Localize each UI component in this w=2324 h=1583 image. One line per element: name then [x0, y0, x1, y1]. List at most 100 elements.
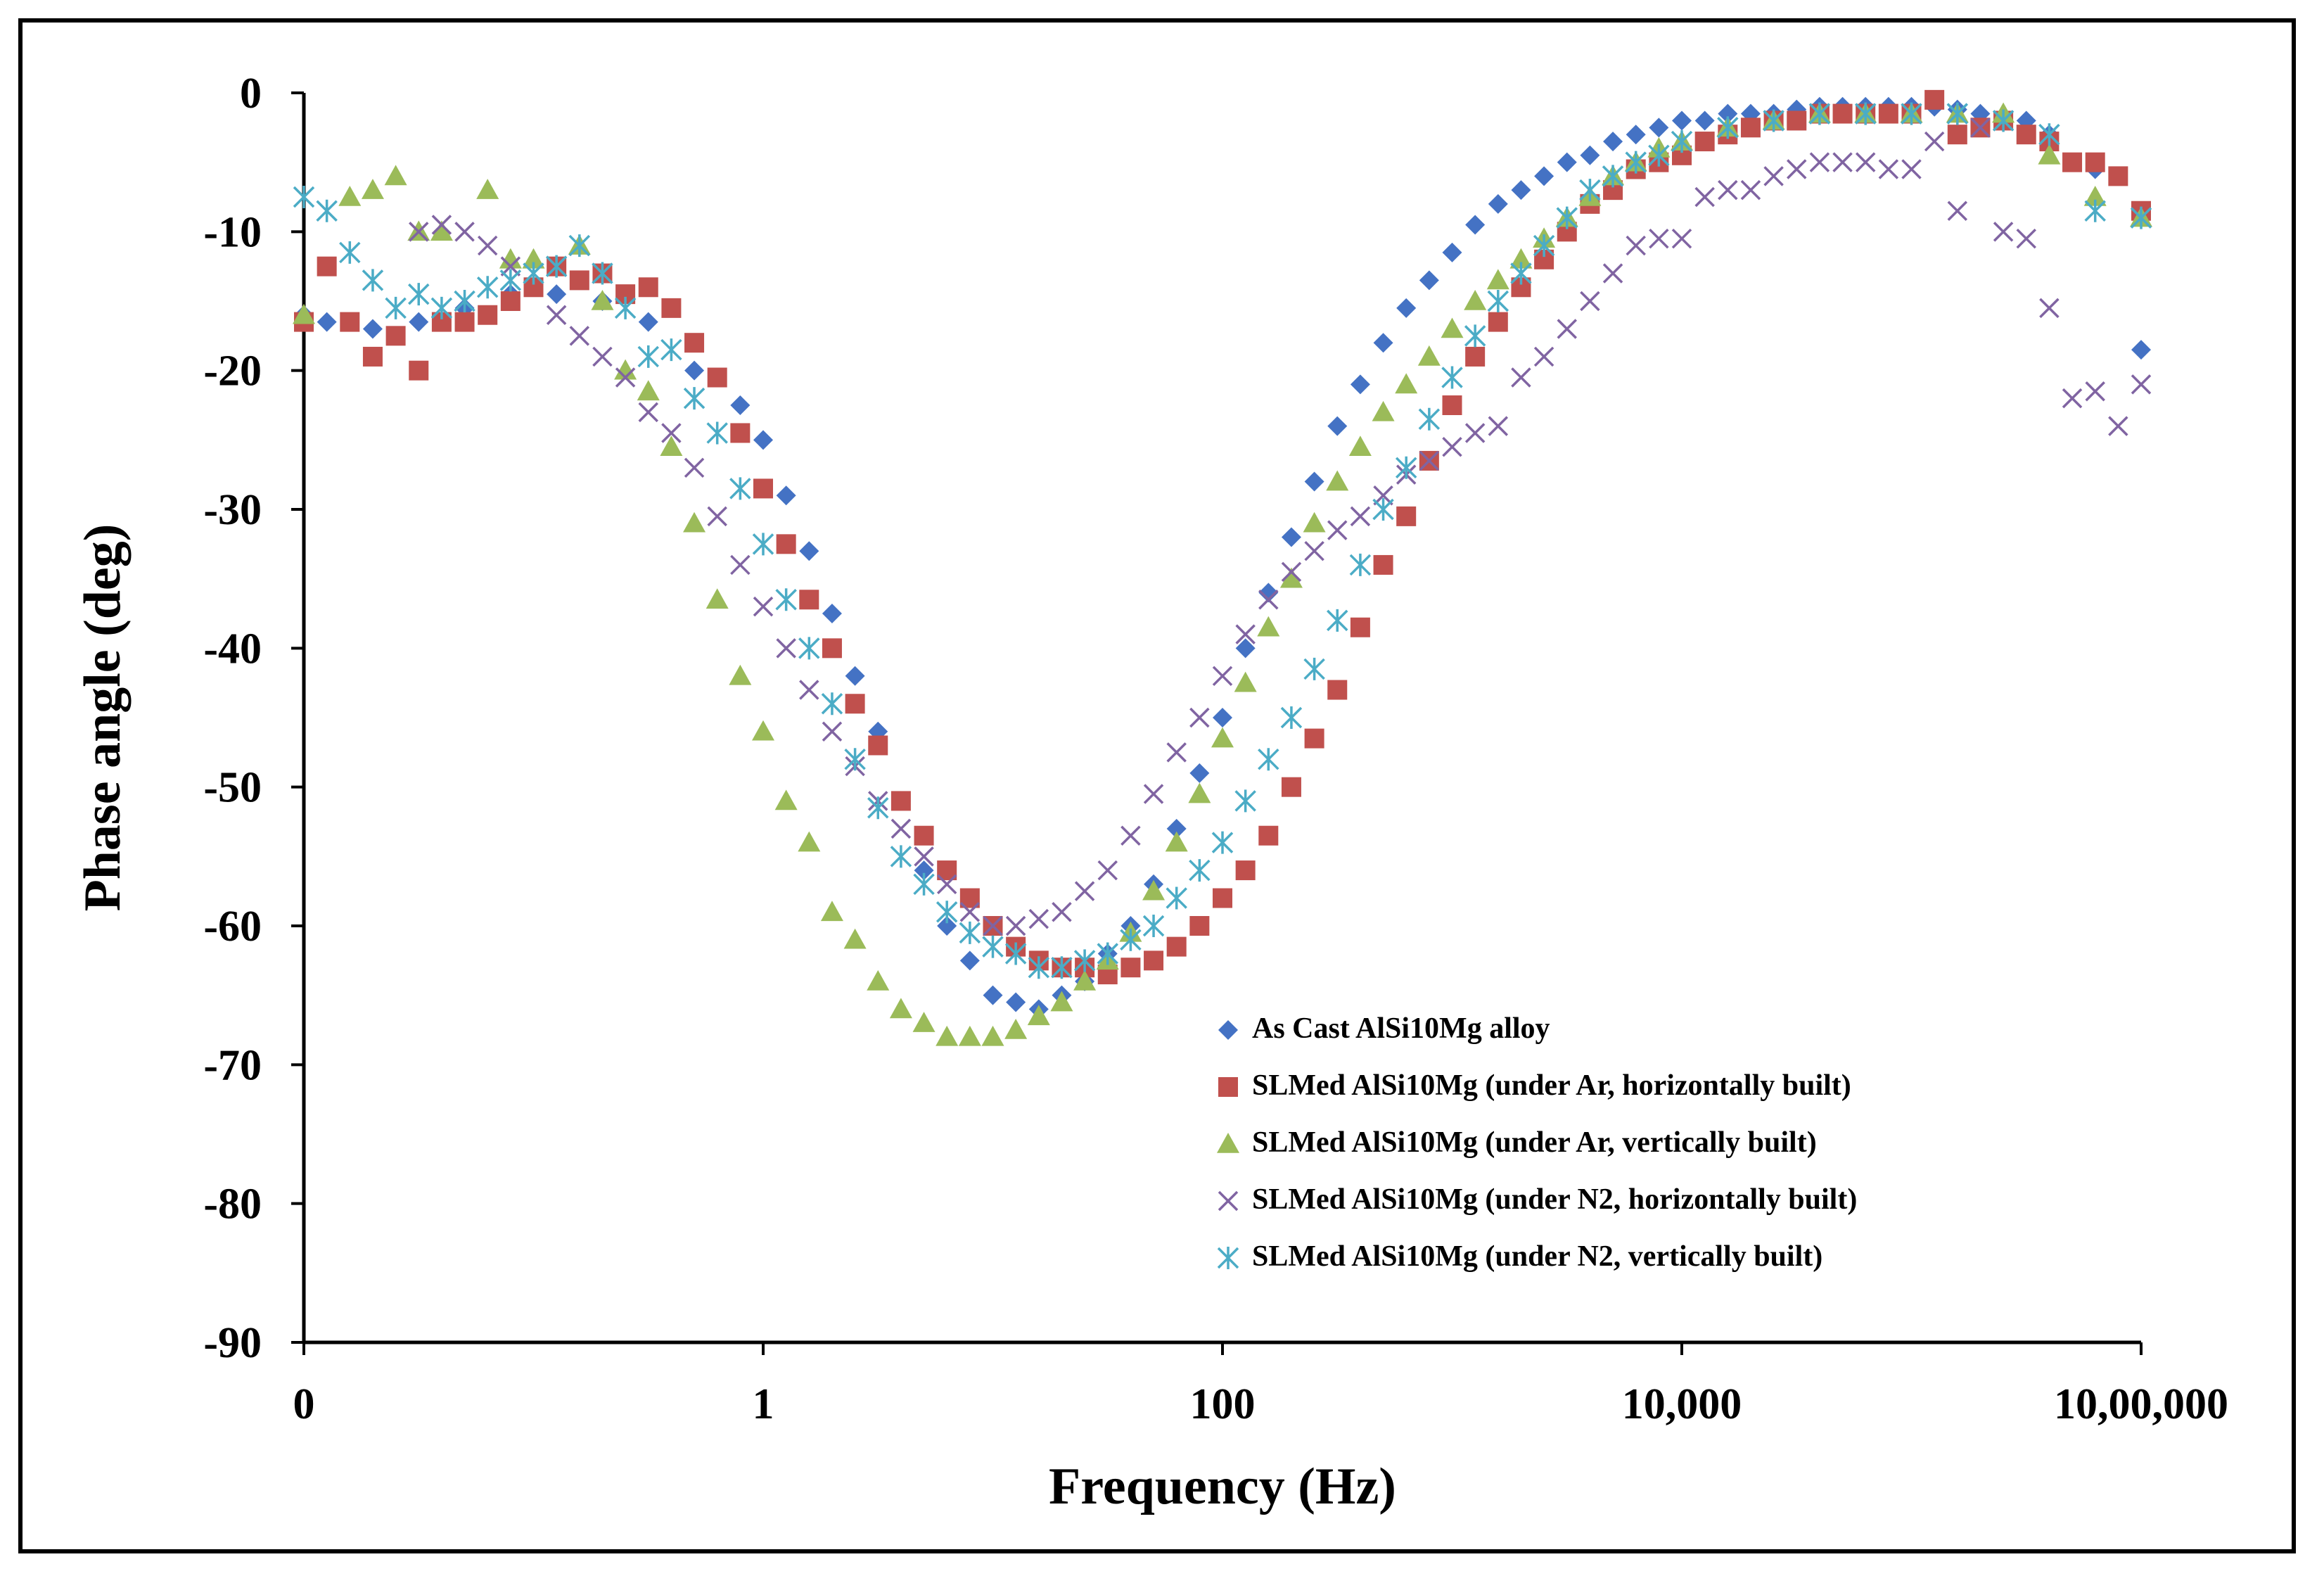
data-point [1580, 145, 1600, 165]
data-point [1028, 908, 1049, 929]
y-tick-label: -70 [203, 1041, 262, 1089]
data-point [317, 312, 337, 332]
data-point [2038, 144, 2061, 165]
data-point [409, 222, 429, 242]
data-point [1671, 228, 1692, 249]
data-point [338, 186, 362, 206]
legend-entry-n2-vertical: SLMed AlSi10Mg (under N2, vertically bui… [1217, 1240, 1822, 1273]
data-point [1189, 763, 1210, 783]
data-point [661, 423, 682, 443]
data-point [569, 270, 589, 291]
data-point [890, 845, 912, 868]
data-point [914, 846, 934, 867]
data-point [1509, 248, 1533, 269]
data-point [890, 818, 912, 839]
data-point [1212, 666, 1233, 687]
data-point [545, 255, 568, 278]
legend-entry-ar-vertical: SLMed AlSi10Mg (under Ar, vertically bui… [1217, 1126, 1817, 1159]
data-point [1901, 159, 1922, 179]
data-point [983, 915, 1003, 936]
data-point [1028, 956, 1050, 979]
data-point [1970, 117, 1991, 138]
data-point [1694, 186, 1715, 208]
data-point [1672, 110, 1692, 131]
data-point [1327, 680, 1348, 700]
y-tick-label: -90 [203, 1319, 262, 1367]
data-point [1073, 949, 1096, 972]
data-point [822, 721, 843, 742]
data-point [1487, 290, 1509, 312]
data-point [1005, 915, 1026, 936]
data-point [408, 283, 430, 306]
y-axis-title: Phase angle (deg) [74, 524, 132, 912]
data-point [843, 928, 867, 949]
legend-marker-shape [1218, 1020, 1238, 1040]
data-point [1924, 131, 1945, 152]
data-point [592, 346, 613, 367]
data-point [2131, 374, 2152, 395]
x-tick-label: 0 [293, 1380, 315, 1428]
data-point [753, 478, 773, 499]
data-point [293, 303, 315, 324]
data-point [614, 359, 637, 380]
data-point [1304, 471, 1324, 492]
data-point [936, 901, 958, 924]
data-point [1488, 416, 1509, 436]
data-point [1717, 116, 1739, 139]
legend-label-n2-vertical: SLMed AlSi10Mg (under N2, vertically bui… [1252, 1240, 1822, 1273]
data-point [1050, 991, 1073, 1012]
data-point [1740, 117, 1761, 138]
data-point [1166, 742, 1187, 763]
data-point [546, 305, 567, 325]
x-axis-title: Frequency (Hz) [1049, 1458, 1396, 1515]
data-point [1809, 152, 1830, 172]
data-point [959, 902, 981, 922]
data-point [1901, 102, 1922, 125]
data-point [1488, 193, 1508, 214]
data-point [775, 588, 797, 611]
data-point [1373, 554, 1393, 575]
data-point [591, 290, 614, 310]
data-point [430, 220, 453, 241]
data-point [844, 748, 866, 771]
data-point [660, 436, 683, 456]
data-point [937, 916, 957, 936]
data-point [1051, 956, 1073, 979]
data-point [1694, 110, 1715, 131]
data-point [2084, 199, 2106, 222]
data-point [1763, 109, 1784, 132]
data-point [821, 692, 843, 716]
data-point [1648, 144, 1670, 167]
data-point [1486, 269, 1509, 290]
data-point [1556, 206, 1578, 229]
chart-legend: As Cast AlSi10Mg alloy SLMed AlSi10Mg (u… [1217, 1012, 1857, 1273]
data-point [1787, 110, 1807, 131]
data-point [522, 248, 545, 269]
data-point [1993, 222, 2014, 242]
x-tick-label: 10,00,000 [2054, 1380, 2228, 1428]
data-point [889, 998, 912, 1019]
data-point [958, 1025, 981, 1046]
y-tick-label: 0 [240, 70, 262, 117]
data-point [1166, 936, 1187, 957]
data-point [1464, 423, 1486, 443]
legend-marker-diamond [1218, 1020, 1238, 1040]
data-point [1189, 916, 1210, 936]
series-1 [294, 96, 2151, 1019]
data-point [1396, 506, 1417, 526]
legend-label-ar-horizontal: SLMed AlSi10Mg (under Ar, horizontally b… [1252, 1069, 1851, 1102]
data-point [660, 338, 682, 362]
data-point [1142, 915, 1165, 937]
legend-marker-triangle [1217, 1133, 1239, 1153]
x-tick-label: 100 [1190, 1380, 1256, 1428]
data-point [1258, 748, 1279, 771]
data-point [2016, 228, 2036, 249]
y-tick-label: -50 [203, 764, 262, 812]
data-point [1464, 290, 1487, 310]
data-point [1211, 831, 1234, 854]
data-point [638, 277, 658, 298]
data-point [1557, 319, 1577, 339]
data-point [1097, 942, 1118, 965]
data-point [1213, 888, 1232, 908]
data-point [1258, 583, 1279, 603]
